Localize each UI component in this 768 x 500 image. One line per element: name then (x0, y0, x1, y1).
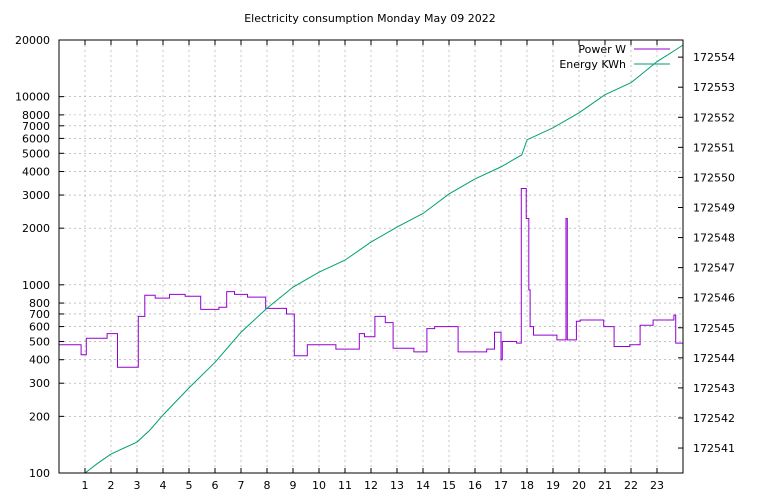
y-tick-label: 200 (29, 410, 50, 423)
y-tick-label: 300 (29, 377, 50, 390)
x-tick-label: 9 (290, 479, 297, 492)
y2-tick-label: 172543 (693, 382, 735, 395)
x-tick-label: 17 (494, 479, 508, 492)
legend-label-power: Power W (578, 43, 626, 56)
x-tick-label: 11 (338, 479, 352, 492)
y2-tick-label: 172551 (693, 141, 735, 154)
y-tick-label: 800 (29, 297, 50, 310)
y2-tick-label: 172554 (693, 51, 735, 64)
y-tick-label: 400 (29, 354, 50, 367)
y2-tick-label: 172553 (693, 81, 735, 94)
x-tick-label: 19 (546, 479, 560, 492)
y-tick-label: 8000 (22, 109, 50, 122)
legend: Power W Energy KWh (559, 43, 670, 71)
y2-tick-label: 172544 (693, 352, 735, 365)
x-tick-label: 7 (238, 479, 245, 492)
y-tick-label: 100 (29, 467, 50, 480)
x-tick-label: 23 (650, 479, 664, 492)
y2-tick-label: 172547 (693, 262, 735, 275)
y2-tick-label: 172552 (693, 111, 735, 124)
series-line-power-w (59, 188, 683, 368)
x-tick-label: 8 (264, 479, 271, 492)
y2-tick-label: 172546 (693, 292, 735, 305)
x-tick-label: 20 (572, 479, 586, 492)
x-tick-label: 4 (160, 479, 167, 492)
y-tick-label: 600 (29, 321, 50, 334)
x-tick-label: 1 (82, 479, 89, 492)
y2-tick-label: 172550 (693, 171, 735, 184)
y-tick-label: 2000 (22, 222, 50, 235)
y-tick-label: 7000 (22, 120, 50, 133)
x-tick-label: 12 (364, 479, 378, 492)
plot-area (59, 44, 684, 474)
x-tick-label: 18 (520, 479, 534, 492)
x-tick-label: 14 (416, 479, 430, 492)
x-tick-label: 16 (468, 479, 482, 492)
y-tick-label: 1000 (22, 279, 50, 292)
x-tick-label: 5 (186, 479, 193, 492)
y-tick-label: 5000 (22, 147, 50, 160)
x-tick-label: 21 (598, 479, 612, 492)
y-tick-label: 6000 (22, 132, 50, 145)
legend-label-energy: Energy KWh (559, 58, 626, 71)
y-tick-label: 10000 (15, 91, 50, 104)
grid-lines (59, 39, 683, 474)
y-tick-label: 500 (29, 335, 50, 348)
y-tick-label: 20000 (15, 34, 50, 47)
x-tick-label: 22 (624, 479, 638, 492)
x-tick-label: 15 (442, 479, 456, 492)
x-tick-label: 3 (134, 479, 141, 492)
axes: 1 2 3 4 5 6 7 8 9 10 11 12 13 14 15 16 17 18 19 20 21 22 23100… (15, 34, 735, 492)
series-line-energy-kwh (84, 44, 684, 474)
x-tick-label: 2 (108, 479, 115, 492)
y-tick-label: 700 (29, 308, 50, 321)
y2-tick-label: 172542 (693, 412, 735, 425)
x-tick-label: 13 (390, 479, 404, 492)
y-tick-label: 4000 (22, 166, 50, 179)
y-tick-label: 3000 (22, 189, 50, 202)
chart-title: Electricity consumption Monday May 09 20… (244, 12, 496, 25)
y2-tick-label: 172549 (693, 201, 735, 214)
y2-tick-label: 172541 (693, 442, 735, 455)
y2-tick-label: 172545 (693, 322, 735, 335)
x-tick-label: 6 (212, 479, 219, 492)
y2-tick-label: 172548 (693, 232, 735, 245)
plot-border (58, 39, 684, 474)
x-tick-label: 10 (312, 479, 326, 492)
